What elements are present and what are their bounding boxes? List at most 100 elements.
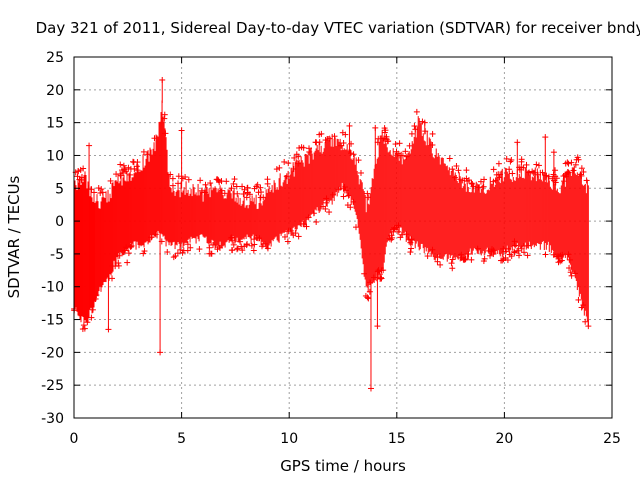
data-point <box>342 184 349 191</box>
data-point <box>572 270 579 277</box>
data-point <box>567 269 574 276</box>
x-tick-label: 5 <box>177 431 186 447</box>
data-point <box>253 183 260 190</box>
data-point <box>558 257 565 264</box>
data-point <box>109 275 116 282</box>
data-point <box>366 288 373 295</box>
y-tick-label: 5 <box>55 181 64 197</box>
data-point <box>254 181 261 188</box>
data-point <box>344 202 351 209</box>
x-tick-label: 0 <box>70 431 79 447</box>
data-point <box>295 233 302 240</box>
data-point <box>338 142 345 149</box>
data-point <box>487 252 494 259</box>
data-point <box>234 246 241 253</box>
data-point <box>264 245 271 252</box>
data-point <box>340 193 347 200</box>
data-point <box>361 270 368 277</box>
data-point <box>331 133 338 140</box>
data-point <box>262 240 269 247</box>
data-point <box>144 151 151 158</box>
data-point <box>391 224 398 231</box>
data-point <box>347 150 354 157</box>
data-point <box>127 244 134 251</box>
data-point <box>446 155 453 162</box>
data-point <box>238 243 245 250</box>
data-point <box>553 175 560 182</box>
x-tick-label: 15 <box>388 431 406 447</box>
data-point <box>206 244 213 251</box>
data-point <box>451 174 458 181</box>
data-point <box>234 190 241 197</box>
data-point <box>283 173 290 180</box>
y-tick-label: 20 <box>46 83 64 99</box>
data-point <box>511 238 518 245</box>
data-point <box>223 178 230 185</box>
data-point <box>258 189 265 196</box>
y-tick-label: -30 <box>41 411 64 427</box>
data-point <box>411 122 418 129</box>
data-point <box>490 178 497 185</box>
data-point <box>350 198 357 205</box>
data-point <box>216 244 223 251</box>
data-point <box>396 152 403 159</box>
data-point <box>490 166 497 173</box>
data-point <box>463 167 470 174</box>
data-point <box>93 292 100 299</box>
data-point <box>545 173 552 180</box>
data-point <box>568 272 575 279</box>
data-point <box>75 168 82 175</box>
data-point <box>198 187 205 194</box>
data-point <box>260 194 267 201</box>
data-point <box>364 294 371 301</box>
data-point <box>429 130 436 137</box>
outlier-point <box>157 349 164 356</box>
data-point <box>468 180 475 187</box>
data-point <box>202 181 209 188</box>
data-point <box>92 295 99 302</box>
data-point <box>218 187 225 194</box>
data-point <box>248 242 255 249</box>
data-point <box>449 265 456 272</box>
data-point <box>230 180 237 187</box>
data-point <box>127 171 134 178</box>
data-point <box>507 158 514 165</box>
data-point <box>196 246 203 253</box>
data-point <box>214 176 221 183</box>
y-tick-label: -25 <box>41 378 64 394</box>
data-point <box>229 237 236 244</box>
data-point <box>124 259 131 266</box>
data-point <box>98 186 105 193</box>
data-point <box>206 250 213 257</box>
data-point <box>574 154 581 161</box>
outlier-point <box>105 326 112 333</box>
outlier-point <box>550 149 557 156</box>
data-point <box>228 185 235 192</box>
data-point <box>580 302 587 309</box>
data-point <box>244 241 251 248</box>
data-point <box>140 148 147 155</box>
data-point <box>516 166 523 173</box>
data-point <box>542 251 549 258</box>
data-point <box>403 231 410 238</box>
data-point <box>230 241 237 248</box>
data-point <box>455 167 462 174</box>
data-point <box>396 140 403 147</box>
data-point <box>89 306 96 313</box>
data-point <box>300 144 307 151</box>
data-point <box>78 174 85 181</box>
data-point <box>520 249 527 256</box>
x-tick-labels: 0 5 10 15 20 25 <box>70 431 621 447</box>
data-point <box>322 137 329 144</box>
data-point <box>449 256 456 263</box>
outlier-point <box>178 127 185 134</box>
data-point <box>131 165 138 172</box>
data-point <box>559 251 566 258</box>
data-point <box>495 160 502 167</box>
data-point <box>215 177 222 184</box>
data-point <box>300 220 307 227</box>
data-point <box>122 247 129 254</box>
data-point <box>468 256 475 263</box>
data-point <box>529 168 536 175</box>
data-point <box>237 238 244 245</box>
